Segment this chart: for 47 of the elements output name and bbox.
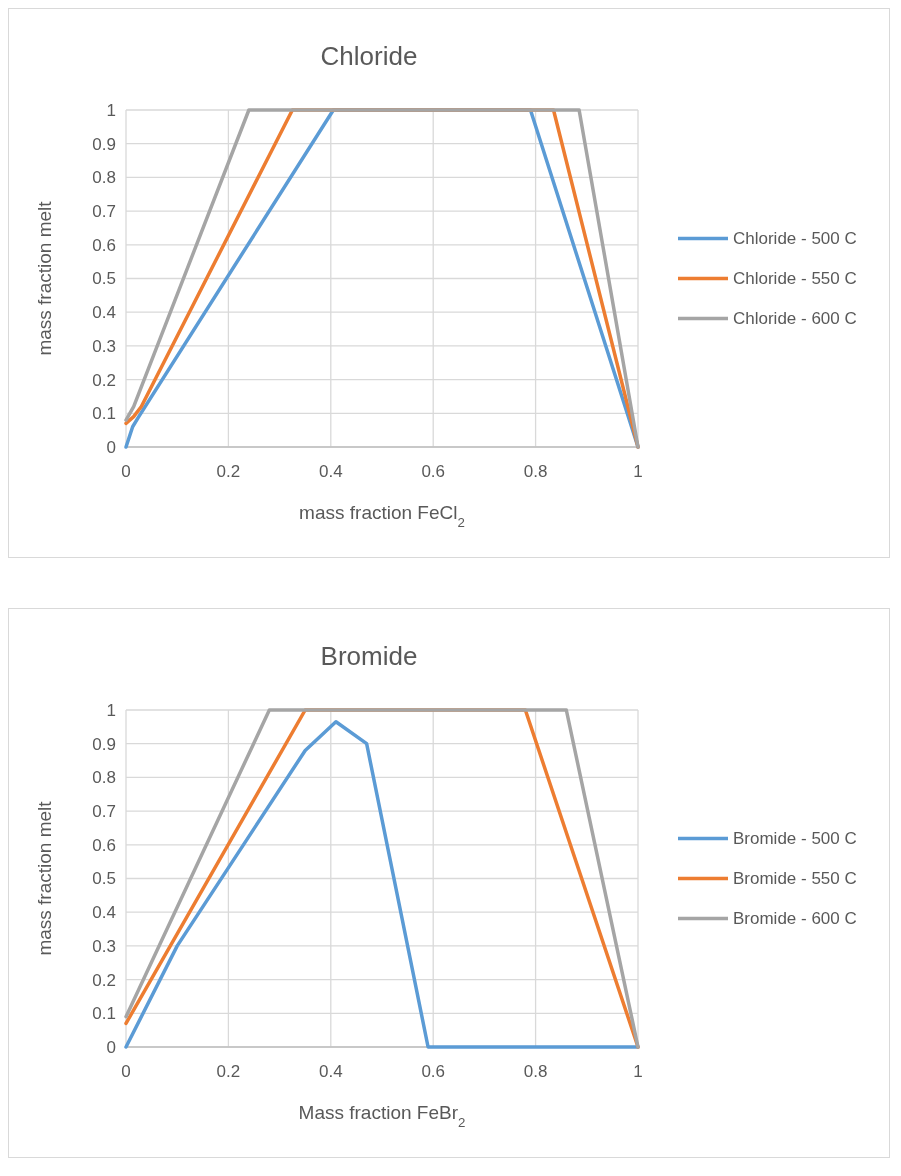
legend-label: Bromide - 600 C [733,909,857,929]
x-tick-label: 0.2 [216,462,241,481]
x-axis-title: Mass fraction FeBr$_{2}$ [298,1102,466,1130]
x-tick-label: 0 [121,462,131,481]
y-axis-title: mass fraction melt [34,200,55,356]
y-tick-label: 0 [106,1037,116,1057]
y-tick-label: 1 [106,100,116,120]
x-tick-label: 0.2 [216,1062,241,1081]
x-tick-label: 0.6 [421,1062,446,1081]
y-axis-title: mass fraction melt [34,800,55,956]
x-tick-label: 0.8 [523,1062,548,1081]
x-tick-label: 1 [633,462,643,481]
y-tick-label: 0.9 [92,734,116,754]
y-tick-label: 0.1 [92,1004,116,1024]
legend-label: Chloride - 600 C [733,309,857,329]
y-tick-label: 0.4 [92,903,116,923]
legend-label: Chloride - 500 C [733,229,857,249]
y-tick-label: 0.5 [92,869,116,889]
line-series [124,108,640,449]
legend-label: Chloride - 550 C [733,269,857,289]
y-tick-label: 0.3 [92,336,116,356]
y-tick-label: 0.5 [92,269,116,289]
y-tick-label: 0.3 [92,936,116,956]
y-tick-label: 0.2 [92,370,116,390]
legend-label: Bromide - 500 C [733,829,857,849]
y-tick-label: 0.2 [92,970,116,990]
y-tick-label: 0 [106,437,116,457]
y-tick-label: 0.7 [92,802,116,822]
x-tick-label: 0.4 [318,462,343,481]
y-tick-label: 0.8 [92,168,116,188]
chart-title: Bromide [320,641,418,671]
x-tick-label: 1 [633,1062,643,1081]
y-tick-label: 0.1 [92,404,116,424]
y-tick-label: 0.6 [92,835,116,855]
y-tick-label: 0.9 [92,134,116,154]
y-tick-label: 1 [106,700,116,720]
chart-title: Chloride [320,41,418,71]
y-tick-label: 0.7 [92,202,116,222]
y-tick-label: 0.4 [92,303,116,323]
x-axis-title: mass fraction FeCl$_{2}$ [299,502,465,530]
x-tick-label: 0.6 [421,462,446,481]
legend-label: Bromide - 550 C [733,869,857,889]
y-tick-label: 0.6 [92,235,116,255]
x-tick-label: 0 [121,1062,131,1081]
x-tick-label: 0.4 [318,1062,343,1081]
y-tick-label: 0.8 [92,768,116,788]
x-tick-label: 0.8 [523,462,548,481]
